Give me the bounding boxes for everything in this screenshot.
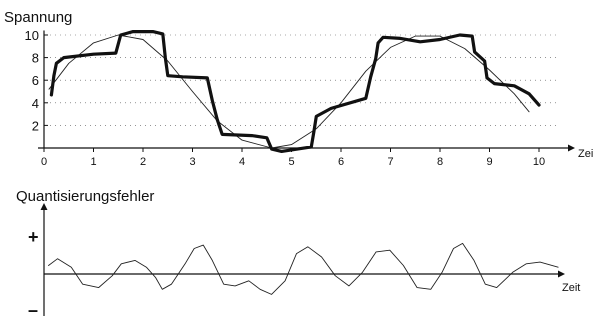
error-x-axis-arrow xyxy=(558,270,565,278)
voltage-y-tick-label: 10 xyxy=(25,28,39,43)
quantization-error-title: Quantisierungsfehler xyxy=(16,188,154,205)
voltage-x-tick-label: 6 xyxy=(338,156,344,168)
voltage-y-tick-label: 4 xyxy=(32,96,39,111)
voltage-x-ticks: 0 1 2 3 4 5 6 7 8 9 10 xyxy=(41,148,545,168)
voltage-y-ticks: 2 4 6 8 10 xyxy=(25,28,48,133)
voltage-x-tick-label: 7 xyxy=(387,156,393,168)
error-x-axis-label: Zeit xyxy=(562,282,580,294)
quantized-signal-line xyxy=(49,30,541,153)
error-y-axis-arrow xyxy=(40,203,48,210)
error-minus-sign: – xyxy=(28,300,38,320)
voltage-grid xyxy=(50,34,559,126)
voltage-x-tick-label: 0 xyxy=(41,156,47,168)
error-plus-sign: + xyxy=(28,227,39,247)
voltage-x-tick-label: 9 xyxy=(486,156,492,168)
voltage-x-tick-label: 3 xyxy=(189,156,195,168)
error-series xyxy=(48,242,559,295)
voltage-x-tick-label: 1 xyxy=(90,156,96,168)
voltage-x-tick-label: 4 xyxy=(239,156,245,168)
quantization-error-line xyxy=(48,242,559,295)
voltage-chart: Spannung 0 1 2 3 4 5 6 7 8 9 10 2 4 6 8 10 Zei xyxy=(4,9,593,168)
voltage-chart-title: Spannung xyxy=(4,9,72,26)
voltage-x-tick-label: 8 xyxy=(437,156,443,168)
voltage-series xyxy=(48,30,541,153)
voltage-x-tick-label: 5 xyxy=(288,156,294,168)
voltage-x-tick-label: 2 xyxy=(140,156,146,168)
voltage-y-tick-label: 8 xyxy=(32,51,39,66)
voltage-x-axis-arrow xyxy=(568,144,575,152)
voltage-y-tick-label: 2 xyxy=(32,118,39,133)
voltage-x-axis-label: Zei xyxy=(578,148,593,160)
quantization-error-chart: Quantisierungsfehler + – Zeit xyxy=(16,188,580,320)
voltage-x-tick-label: 10 xyxy=(533,156,545,168)
analog-signal-line xyxy=(48,34,530,149)
voltage-y-tick-label: 6 xyxy=(32,73,39,88)
